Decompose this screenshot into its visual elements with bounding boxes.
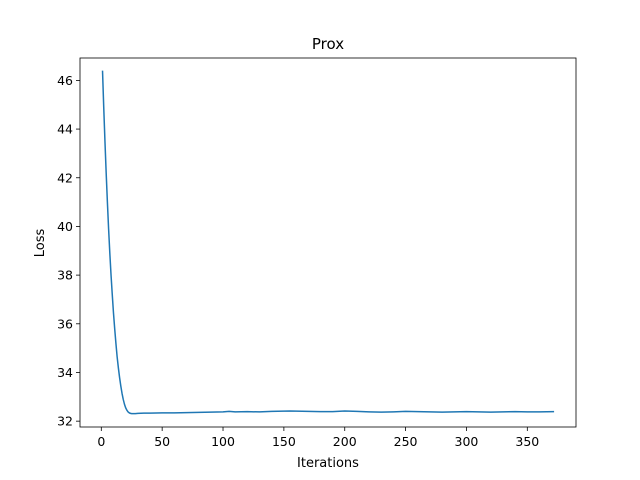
x-tick-label: 300 bbox=[455, 434, 479, 449]
plot-frame bbox=[79, 57, 577, 428]
x-axis-ticks: 0 50 100 150 200 250 300 350 bbox=[97, 427, 539, 449]
x-axis-label: Iterations bbox=[297, 456, 359, 471]
y-tick-label: 38 bbox=[57, 268, 73, 283]
x-tick-label: 0 bbox=[97, 434, 105, 449]
y-tick-label: 34 bbox=[57, 365, 73, 380]
chart-title: Prox bbox=[312, 35, 344, 53]
line-layer bbox=[101, 70, 555, 415]
x-tick-label: 100 bbox=[211, 434, 235, 449]
x-tick-label: 50 bbox=[154, 434, 170, 449]
y-tick-label: 44 bbox=[57, 122, 73, 137]
x-tick-label: 150 bbox=[272, 434, 296, 449]
x-tick-label: 200 bbox=[333, 434, 357, 449]
y-tick-label: 36 bbox=[57, 316, 73, 331]
y-tick-label: 46 bbox=[57, 73, 73, 88]
y-tick-label: 32 bbox=[57, 414, 73, 429]
x-tick-label: 350 bbox=[515, 434, 539, 449]
x-tick-label: 250 bbox=[394, 434, 418, 449]
plot-background bbox=[80, 58, 576, 427]
y-axis-ticks: 32 34 36 38 40 42 44 46 bbox=[57, 73, 80, 429]
y-axis-label: Loss bbox=[33, 229, 48, 258]
y-tick-label: 42 bbox=[57, 170, 73, 185]
y-tick-label: 40 bbox=[57, 219, 73, 234]
series-line-0 bbox=[101, 70, 555, 415]
